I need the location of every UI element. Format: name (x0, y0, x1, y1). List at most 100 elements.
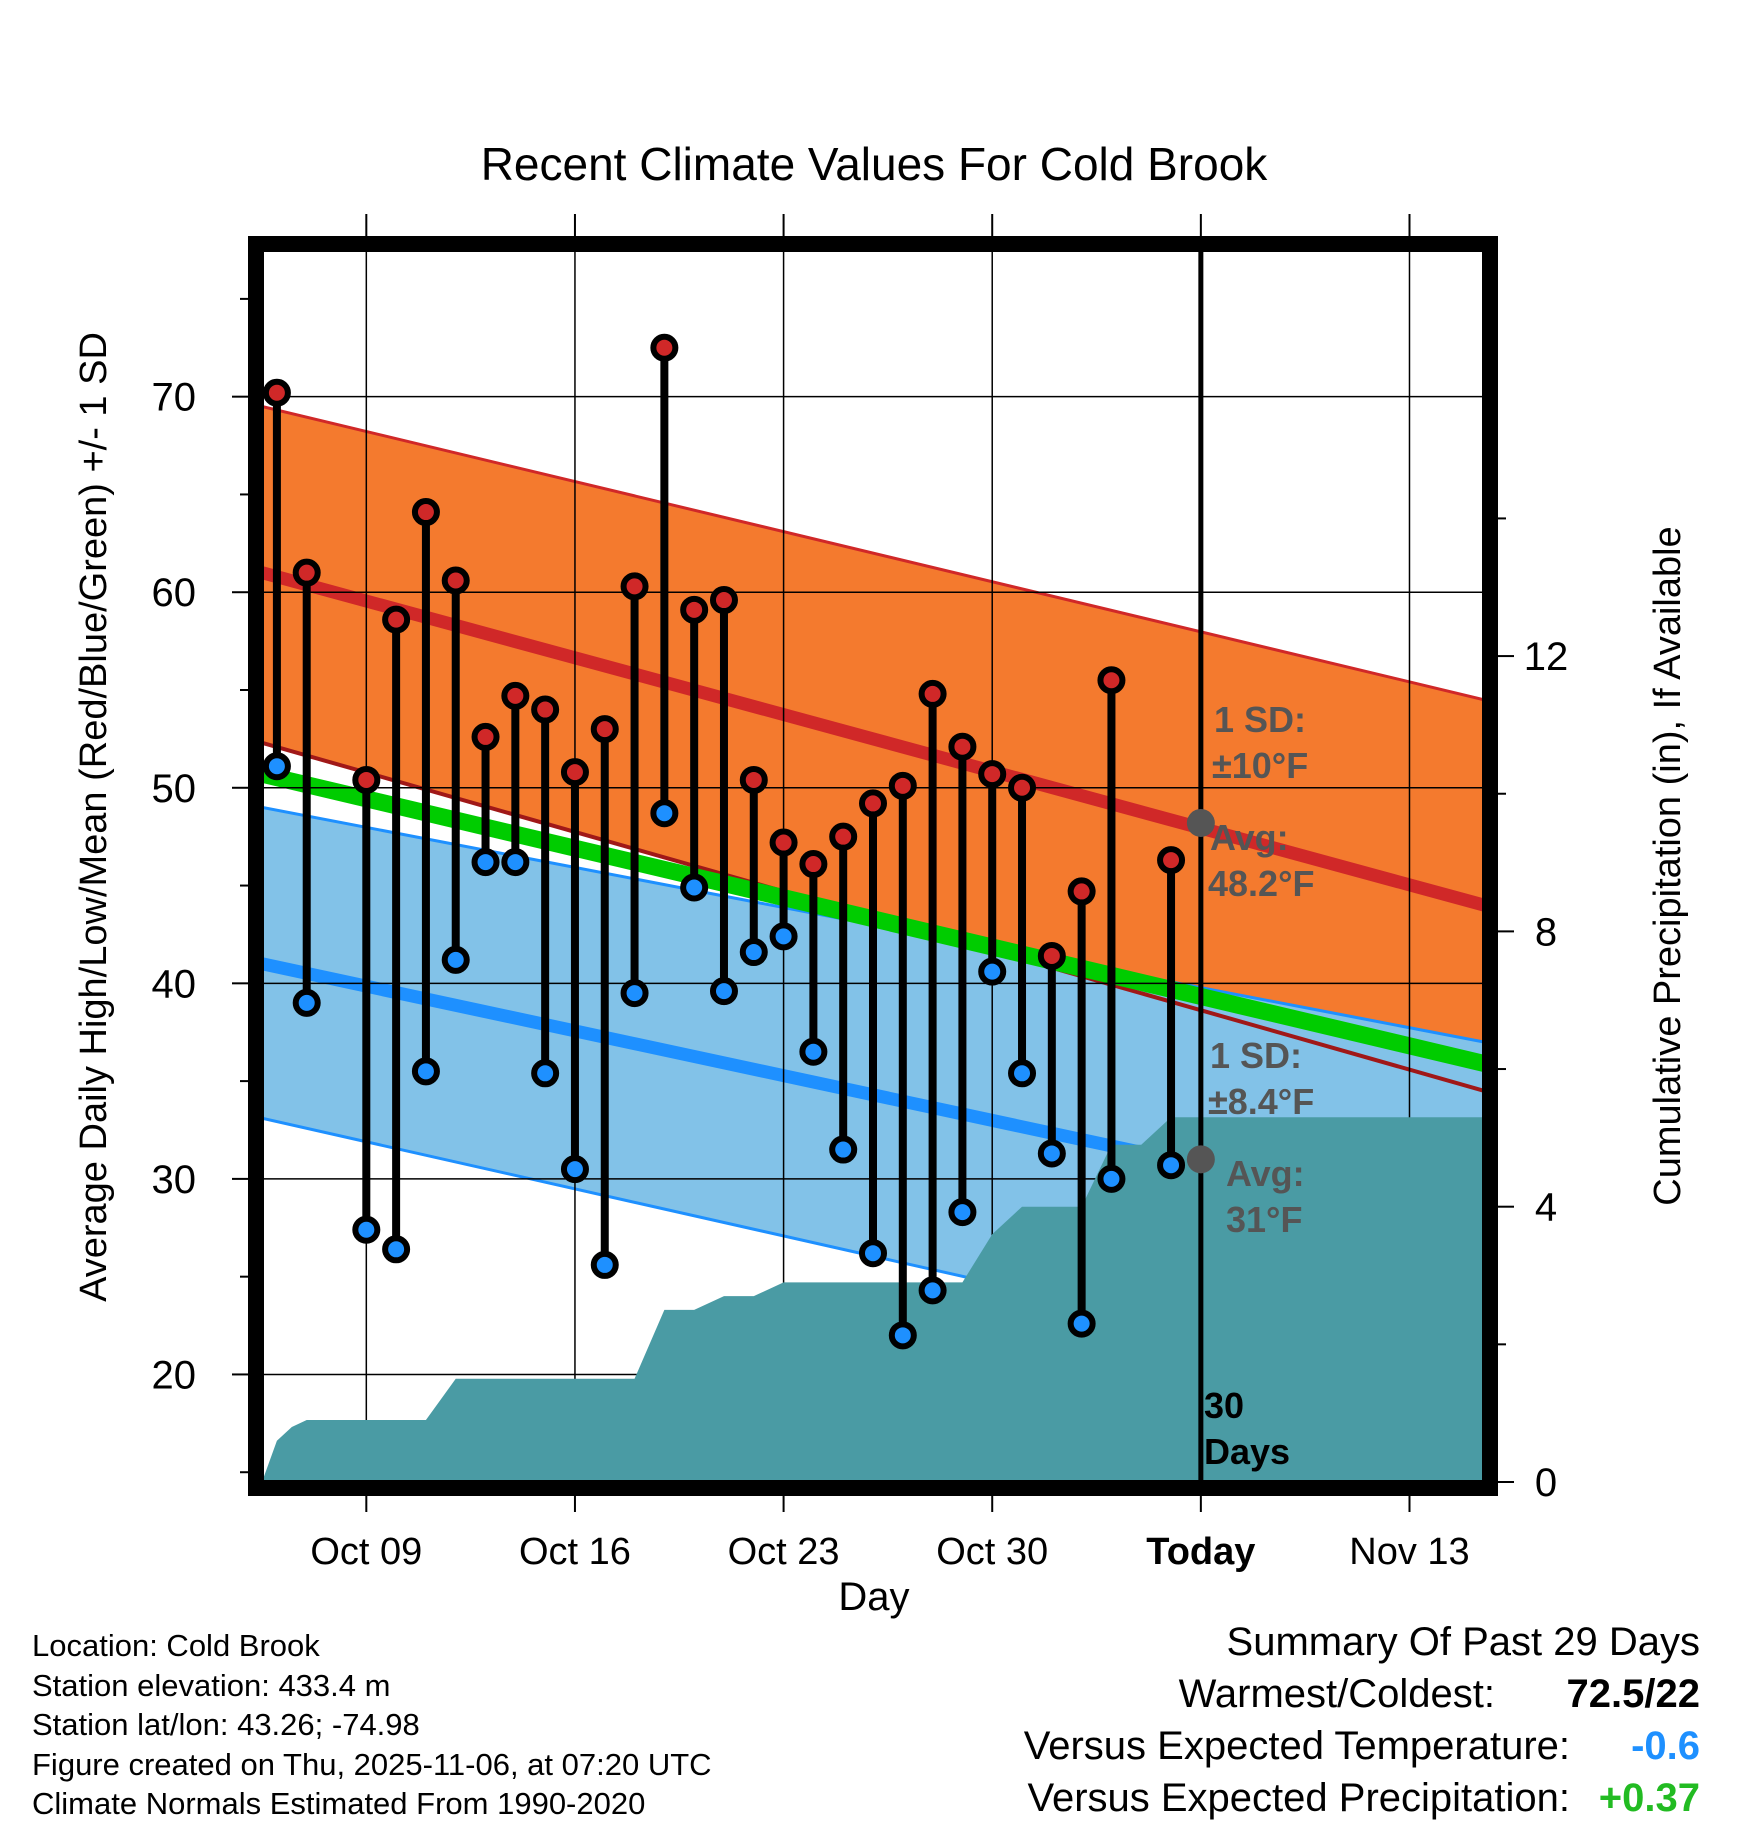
days-count-label: 30 (1204, 1385, 1244, 1426)
high-point (262, 378, 291, 407)
high-avg-line (262, 566, 1484, 912)
high-point (1067, 877, 1096, 906)
low-point (948, 1198, 977, 1227)
precip-label: Versus Expected Precipitation: (1027, 1776, 1570, 1820)
low-point (620, 979, 649, 1008)
chart-title: Recent Climate Values For Cold Brook (481, 138, 1269, 190)
y2-axis-label: Cumulative Precipitation (in), If Availa… (1647, 526, 1689, 1205)
low-point (1067, 1309, 1096, 1338)
low-point (441, 945, 470, 974)
y-tick-label: 50 (152, 767, 197, 811)
high-point (1157, 846, 1186, 875)
high-point (799, 850, 828, 879)
location-text: Location: Cold Brook (32, 1628, 320, 1663)
high-point (709, 586, 738, 615)
low-point (471, 848, 500, 877)
today-marks (1186, 250, 1215, 1482)
y-tick-label: 20 (152, 1353, 197, 1397)
high-point (292, 558, 321, 587)
temp-value: -0.6 (1631, 1724, 1700, 1768)
low-point (531, 1059, 560, 1088)
elevation-text: Station elevation: 433.4 m (32, 1667, 391, 1703)
high-point (978, 760, 1007, 789)
high-point (1097, 666, 1126, 695)
high-point (590, 715, 619, 744)
low-avg-value: 31°F (1226, 1199, 1302, 1240)
y2-tick-label: 0 (1535, 1461, 1557, 1505)
low-point (411, 1057, 440, 1086)
low-point (560, 1155, 589, 1184)
low-point (918, 1276, 947, 1305)
precip-area (262, 1117, 1484, 1482)
plot-frame (248, 236, 1498, 1496)
y2-tick-label: 8 (1535, 910, 1557, 954)
high-point (859, 789, 887, 818)
y2-tick-label: 12 (1524, 635, 1569, 679)
high-upper-line (262, 404, 1484, 702)
high-point (531, 695, 560, 724)
low-sd-value: ±8.4°F (1208, 1081, 1314, 1122)
high-avg-value: 48.2°F (1208, 863, 1314, 904)
low-point (590, 1250, 619, 1279)
latlon-text: Station lat/lon: 43.26; -74.98 (32, 1707, 420, 1742)
high-point (1008, 773, 1037, 802)
warm-cold-value: 72.5/22 (1566, 1672, 1700, 1716)
station-info: Location: Cold Brook Station elevation: … (32, 1626, 712, 1824)
low-point (1097, 1164, 1126, 1193)
y-tick-label: 70 (152, 376, 197, 420)
high-point (620, 572, 649, 601)
high-sd-value: ±10°F (1212, 745, 1308, 786)
x-tick-label: Oct 09 (310, 1531, 422, 1573)
high-point (680, 595, 709, 624)
high-point (739, 765, 768, 794)
low-point (650, 799, 679, 828)
low-point (709, 977, 738, 1006)
low-point (1037, 1139, 1066, 1168)
high-point (501, 681, 530, 710)
low-point (888, 1321, 917, 1350)
y-axis-label: Average Daily High/Low/Mean (Red/Blue/Gr… (73, 332, 115, 1302)
high-point (1037, 941, 1066, 970)
daily-stems (272, 347, 1176, 1336)
today-low-avg-marker (1186, 1145, 1215, 1174)
high-point (352, 765, 381, 794)
high-point (471, 722, 500, 751)
daily-dots (262, 333, 1186, 1350)
high-point (382, 605, 411, 634)
annotations: 1 SD: ±10°F Avg: 48.2°F 1 SD: ±8.4°F Avg: 31°F 3… (1204, 699, 1314, 1472)
summary-panel: Summary Of Past 29 Days Warmest/Coldest:… (940, 1620, 1700, 1828)
x-axis-label: Day (838, 1575, 909, 1619)
low-point (859, 1239, 887, 1268)
y-tick-label: 60 (152, 571, 197, 615)
x-tick-label: Nov 13 (1349, 1531, 1469, 1573)
low-point (769, 922, 798, 951)
high-point (411, 498, 440, 527)
days-unit-label: Days (1204, 1431, 1290, 1472)
high-sd-label: 1 SD: (1214, 699, 1306, 740)
x-tick-label: Oct 16 (519, 1531, 631, 1573)
y2-tick-label: 4 (1535, 1186, 1557, 1230)
today-high-avg-marker (1186, 808, 1215, 837)
low-point (292, 988, 321, 1017)
precip-layer (262, 1117, 1484, 1482)
high-point (918, 679, 947, 708)
climate-chart: Recent Climate Values For Cold Brook 1 S… (73, 138, 1689, 1619)
normals-text: Climate Normals Estimated From 1990-2020 (32, 1786, 646, 1821)
warm-cold-label: Warmest/Coldest: (1178, 1672, 1495, 1716)
high-point (948, 732, 977, 761)
y-tick-label: 30 (152, 1158, 197, 1202)
high-point (441, 566, 470, 595)
y-tick-label: 40 (152, 962, 197, 1006)
temp-label: Versus Expected Temperature: (1023, 1724, 1570, 1768)
low-point (352, 1215, 381, 1244)
axes: 20 30 40 50 60 70 0 4 8 12 Oct 09 Oct 16 Oct 23 Oct 3… (152, 214, 1569, 1573)
high-point (888, 771, 917, 800)
created-text: Figure created on Thu, 2025-11-06, at 07… (32, 1746, 712, 1782)
low-point (680, 873, 709, 902)
high-sd-band (262, 406, 1484, 1091)
low-sd-label: 1 SD: (1210, 1035, 1302, 1076)
high-point (560, 758, 589, 787)
low-point (829, 1135, 858, 1164)
x-tick-label-today: Today (1146, 1531, 1255, 1573)
low-point (382, 1235, 411, 1264)
